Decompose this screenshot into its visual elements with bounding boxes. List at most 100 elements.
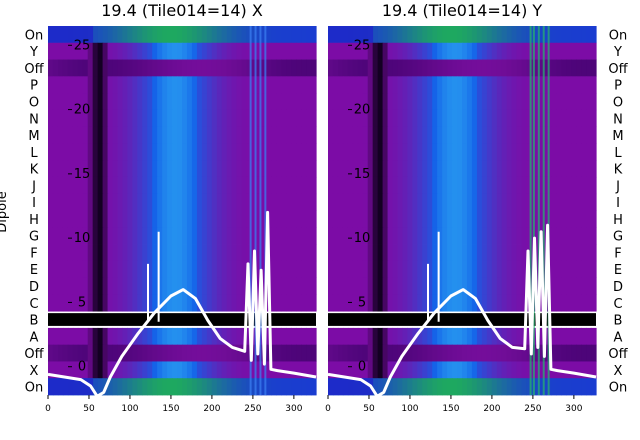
heatmap-cell (427, 93, 433, 111)
heatmap-cell (211, 160, 218, 178)
heatmap-cell (392, 344, 399, 362)
heatmap-cell (362, 361, 369, 379)
heatmap-cell (491, 176, 498, 195)
heatmap-cell (57, 109, 64, 128)
heatmap-cell (87, 327, 94, 346)
heatmap-cell (301, 361, 307, 379)
heatmap-cell (231, 227, 238, 245)
heatmap-cell (216, 227, 223, 245)
heatmap-cell (481, 59, 488, 77)
heatmap-cell (452, 361, 458, 379)
heatmap-cell (162, 260, 168, 278)
heatmap-cell (337, 93, 344, 111)
heatmap-cell (526, 93, 533, 111)
heatmap-cell (291, 176, 297, 195)
heatmap-cell (261, 176, 267, 195)
heatmap-cell (471, 42, 478, 60)
row-label: M (28, 129, 39, 144)
heatmap-cell (422, 260, 428, 278)
heatmap-cell (342, 126, 349, 144)
heatmap-cell (402, 277, 409, 295)
heatmap-cell (177, 244, 183, 262)
heatmap-cell (437, 193, 443, 211)
heatmap-cell (72, 210, 79, 228)
heatmap-cell (206, 93, 213, 111)
row-label: J (615, 179, 620, 194)
heatmap-cell (462, 361, 468, 379)
heatmap-cell (357, 327, 364, 346)
heatmap-cell (82, 160, 89, 178)
heatmap-cell (186, 294, 193, 312)
heatmap-cell (281, 378, 287, 396)
heatmap-cell (246, 109, 253, 128)
heatmap-cell (221, 244, 228, 262)
heatmap-cell (231, 143, 238, 161)
heatmap-cell (107, 160, 114, 178)
heatmap-cell (551, 59, 557, 77)
heatmap-cell (241, 93, 248, 111)
heatmap-cell (147, 143, 153, 161)
heatmap-cell (311, 109, 317, 128)
heatmap-cell (226, 126, 233, 144)
heatmap-row-O (48, 93, 317, 111)
heatmap-cell (437, 344, 443, 362)
heatmap-cell (246, 176, 253, 195)
heatmap-cell (471, 109, 478, 128)
heatmap-cell (157, 109, 163, 128)
heatmap-cell (122, 126, 129, 144)
heatmap-cell (48, 160, 54, 178)
heatmap-cell (387, 244, 394, 262)
heatmap-cell (167, 126, 173, 144)
heatmap-cell (387, 378, 394, 396)
heatmap-cell (362, 176, 369, 195)
heatmap-cell (127, 227, 133, 245)
heatmap-cell (481, 193, 488, 211)
heatmap-cell (112, 76, 119, 94)
heatmap-cell (211, 143, 218, 161)
heatmap-cell (82, 227, 89, 245)
heatmap-cell (481, 244, 488, 262)
row-label: J (31, 179, 36, 194)
heatmap-cell (342, 59, 349, 77)
heatmap-cell (147, 176, 153, 195)
heatmap-cell (306, 143, 312, 161)
heatmap-cell (491, 294, 498, 312)
heatmap-cell (291, 59, 297, 77)
heatmap-cell (251, 143, 258, 161)
heatmap-cell (152, 361, 158, 379)
heatmap-cell (72, 327, 79, 346)
chart-title: 19.4 (Tile014=14) Y (382, 1, 543, 20)
heatmap-row-On (48, 378, 317, 396)
heatmap-cell (526, 126, 533, 144)
heatmap-cell (566, 361, 572, 379)
heatmap-cell (77, 176, 84, 195)
heatmap-cell (466, 76, 473, 94)
heatmap-cell (372, 126, 379, 144)
heatmap-cell (157, 244, 163, 262)
heatmap-cell (102, 227, 109, 245)
heatmap-cell (172, 210, 178, 228)
overlay-ytick-label: 0 (78, 360, 86, 375)
heatmap-cell (182, 109, 188, 128)
heatmap-cell (357, 76, 364, 94)
heatmap-cell (506, 42, 513, 60)
heatmap-cell (261, 361, 267, 379)
heatmap-cell (367, 93, 374, 111)
heatmap-cell (367, 59, 374, 77)
heatmap-cell (521, 361, 528, 379)
heatmap-cell (328, 193, 334, 211)
heatmap-cell (501, 361, 508, 379)
row-label: Y (29, 45, 38, 60)
heatmap-cell (211, 210, 218, 228)
heatmap-cell (251, 76, 258, 94)
heatmap-cell (397, 294, 404, 312)
heatmap-cell (551, 42, 557, 60)
heatmap-cell (362, 93, 369, 111)
heatmap-cell (511, 210, 518, 228)
heatmap-cell (556, 327, 562, 346)
heatmap-row-Off (48, 59, 317, 77)
heatmap-cell (337, 76, 344, 94)
heatmap-cell (236, 76, 243, 94)
heatmap-cell (167, 244, 173, 262)
heatmap-cell (281, 361, 287, 379)
